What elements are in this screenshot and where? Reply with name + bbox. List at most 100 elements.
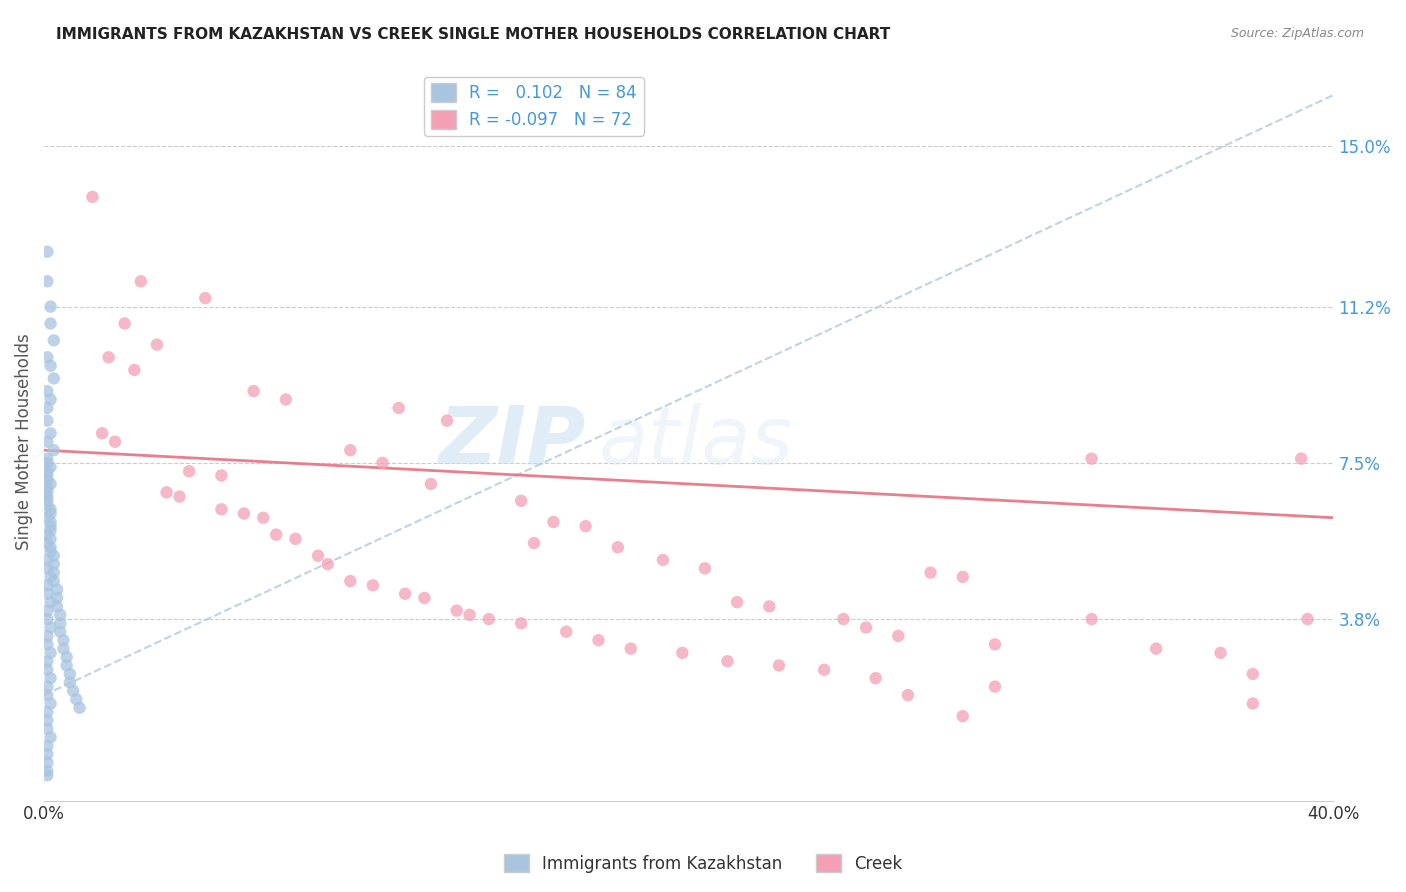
Point bbox=[37, 244, 59, 259]
Point bbox=[543, 515, 565, 529]
Point bbox=[169, 490, 191, 504]
Point bbox=[42, 557, 65, 571]
Point bbox=[37, 351, 59, 365]
Point bbox=[37, 481, 59, 495]
Point bbox=[39, 731, 62, 745]
Point bbox=[91, 426, 114, 441]
Point bbox=[37, 401, 59, 415]
Point bbox=[575, 519, 598, 533]
Point bbox=[671, 646, 693, 660]
Point bbox=[39, 392, 62, 407]
Point bbox=[39, 507, 62, 521]
Point bbox=[510, 493, 533, 508]
Point bbox=[55, 658, 77, 673]
Point bbox=[388, 401, 411, 415]
Point bbox=[37, 464, 59, 478]
Point bbox=[114, 317, 136, 331]
Point bbox=[37, 553, 59, 567]
Point bbox=[37, 629, 59, 643]
Text: Source: ZipAtlas.com: Source: ZipAtlas.com bbox=[1230, 27, 1364, 40]
Point bbox=[39, 426, 62, 441]
Point bbox=[652, 553, 675, 567]
Point bbox=[371, 456, 394, 470]
Point bbox=[37, 536, 59, 550]
Point bbox=[65, 692, 87, 706]
Point bbox=[813, 663, 835, 677]
Point bbox=[55, 650, 77, 665]
Point bbox=[1080, 451, 1102, 466]
Point bbox=[419, 477, 441, 491]
Point bbox=[39, 460, 62, 475]
Point bbox=[179, 464, 201, 478]
Point bbox=[758, 599, 780, 614]
Point bbox=[104, 434, 127, 449]
Point bbox=[37, 688, 59, 702]
Point bbox=[865, 671, 887, 685]
Point bbox=[46, 582, 69, 597]
Point bbox=[46, 599, 69, 614]
Point bbox=[855, 620, 877, 634]
Point bbox=[768, 658, 790, 673]
Point bbox=[37, 456, 59, 470]
Point bbox=[478, 612, 501, 626]
Point bbox=[124, 363, 146, 377]
Point bbox=[37, 498, 59, 512]
Point bbox=[37, 604, 59, 618]
Point bbox=[59, 675, 82, 690]
Point bbox=[339, 574, 361, 588]
Point bbox=[242, 384, 264, 398]
Text: ZIP: ZIP bbox=[439, 402, 586, 481]
Point bbox=[233, 507, 256, 521]
Text: atlas: atlas bbox=[599, 402, 793, 481]
Point bbox=[209, 502, 232, 516]
Point bbox=[716, 654, 738, 668]
Point bbox=[620, 641, 643, 656]
Text: IMMIGRANTS FROM KAZAKHSTAN VS CREEK SINGLE MOTHER HOUSEHOLDS CORRELATION CHART: IMMIGRANTS FROM KAZAKHSTAN VS CREEK SING… bbox=[56, 27, 890, 42]
Point bbox=[37, 490, 59, 504]
Point bbox=[316, 557, 339, 571]
Point bbox=[37, 274, 59, 288]
Point bbox=[37, 451, 59, 466]
Point bbox=[39, 317, 62, 331]
Point bbox=[82, 190, 104, 204]
Point bbox=[897, 688, 920, 702]
Point bbox=[39, 544, 62, 558]
Point bbox=[52, 633, 75, 648]
Point bbox=[42, 549, 65, 563]
Point bbox=[413, 591, 436, 605]
Point bbox=[209, 468, 232, 483]
Point bbox=[37, 722, 59, 736]
Point bbox=[37, 493, 59, 508]
Point bbox=[555, 624, 578, 639]
Point bbox=[42, 334, 65, 348]
Point bbox=[37, 414, 59, 428]
Point bbox=[307, 549, 329, 563]
Point bbox=[37, 714, 59, 728]
Point bbox=[1296, 612, 1319, 626]
Point bbox=[39, 300, 62, 314]
Point bbox=[1241, 697, 1264, 711]
Point bbox=[37, 587, 59, 601]
Point bbox=[37, 654, 59, 668]
Point bbox=[458, 607, 481, 622]
Point bbox=[194, 291, 217, 305]
Point bbox=[436, 414, 458, 428]
Point bbox=[252, 510, 274, 524]
Point bbox=[52, 641, 75, 656]
Point bbox=[37, 637, 59, 651]
Point bbox=[39, 620, 62, 634]
Point bbox=[39, 595, 62, 609]
Point bbox=[37, 663, 59, 677]
Point bbox=[920, 566, 942, 580]
Point bbox=[39, 359, 62, 373]
Point bbox=[1209, 646, 1232, 660]
Point bbox=[37, 612, 59, 626]
Point bbox=[39, 541, 62, 555]
Point bbox=[952, 570, 974, 584]
Point bbox=[37, 756, 59, 770]
Point bbox=[510, 616, 533, 631]
Point bbox=[832, 612, 855, 626]
Point bbox=[37, 705, 59, 719]
Point bbox=[984, 637, 1007, 651]
Point bbox=[37, 680, 59, 694]
